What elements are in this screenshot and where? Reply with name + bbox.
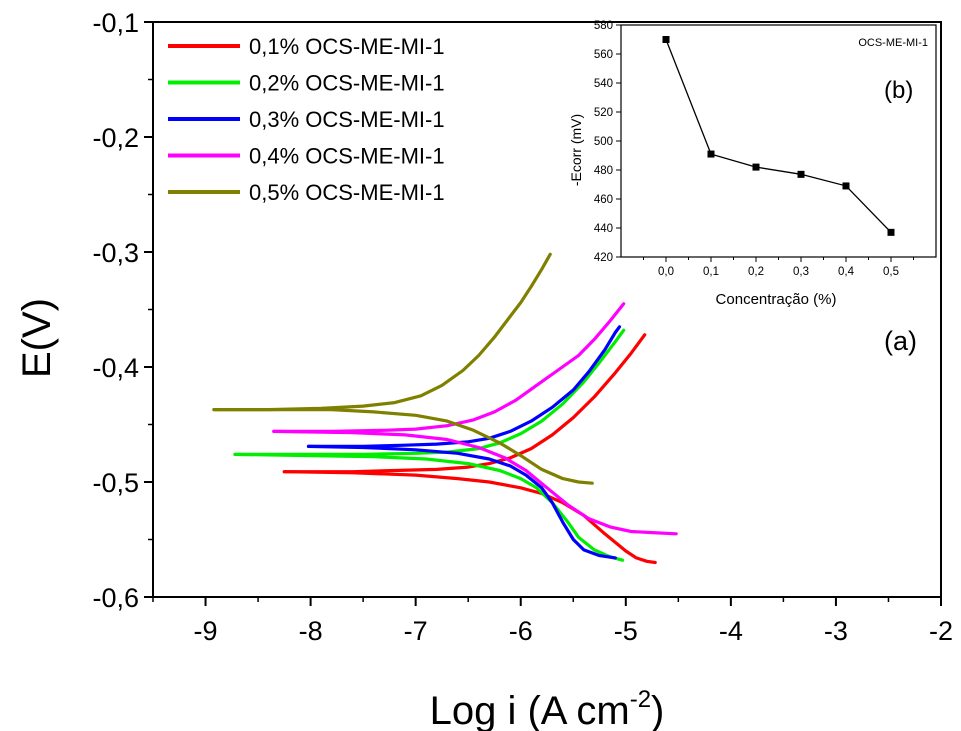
series-line-anodic xyxy=(282,333,647,474)
inset-data-point xyxy=(662,36,670,43)
main-axis-ticks: -9 -8 -7 -6 -5 -4 -3 -2 -0,6 -0,5 -0,4 -0,3 -0,2 -0,1 xyxy=(92,8,953,646)
inset-series-group xyxy=(662,36,895,236)
legend-label: 0,3% OCS-ME-MI-1 xyxy=(249,107,445,132)
x-tick-label: -6 xyxy=(509,616,533,646)
inset-data-point xyxy=(707,150,715,158)
inset-data-point xyxy=(752,163,760,171)
series-line-anodic xyxy=(306,325,622,448)
y-tick-label: -0,6 xyxy=(92,583,139,613)
legend: 0,1% OCS-ME-MI-1 0,2% OCS-ME-MI-1 0,3% OCS… xyxy=(168,34,445,205)
y-tick-label: -0,5 xyxy=(92,468,139,498)
inset-y-tick-label: 480 xyxy=(594,165,613,177)
main-y-axis-title: E(V) xyxy=(15,298,59,378)
y-tick-label: -0,1 xyxy=(92,8,139,38)
inset-x-tick-label: 0,4 xyxy=(838,266,855,278)
y-tick-label: -0,2 xyxy=(92,123,139,153)
main-series-group xyxy=(212,252,678,565)
inset-x-axis-title: Concentração (%) xyxy=(716,291,837,308)
inset-x-tick-label: 0,3 xyxy=(793,266,809,278)
legend-label: 0,4% OCS-ME-MI-1 xyxy=(249,144,445,169)
inset-x-tick-label: 0,5 xyxy=(883,266,899,278)
series-line-cathodic xyxy=(306,444,617,560)
inset-axis-ticks: 0,0 0,1 0,2 0,3 0,4 0,5 420 440 460 480 500 520 540 5… xyxy=(594,20,914,278)
series-3 xyxy=(306,325,622,560)
inset-x-tick-label: 0,1 xyxy=(703,266,719,278)
panel-label-b: (b) xyxy=(884,77,913,104)
inset-y-tick-label: 460 xyxy=(594,194,613,206)
inset-title: OCS-ME-MI-1 xyxy=(858,37,928,49)
inset-y-axis-title: -Ecorr (mV) xyxy=(568,114,584,186)
x-title-superscript: -2 xyxy=(630,686,651,713)
series-line-cathodic xyxy=(282,470,657,565)
series-line-anodic xyxy=(212,252,552,412)
series-2 xyxy=(233,328,626,562)
inset-y-tick-label: 440 xyxy=(594,223,613,235)
y-tick-label: -0,3 xyxy=(92,238,139,268)
legend-label: 0,1% OCS-ME-MI-1 xyxy=(249,34,445,59)
series-4 xyxy=(272,302,678,536)
legend-label: 0,2% OCS-ME-MI-1 xyxy=(249,71,445,96)
inset-y-tick-label: 500 xyxy=(594,136,613,148)
main-x-axis-title: Log i (A cm-2) xyxy=(430,686,665,731)
x-tick-label: -7 xyxy=(404,616,428,646)
y-tick-label: -0,4 xyxy=(92,353,139,383)
panel-label-a: (a) xyxy=(884,326,917,356)
inset-data-point xyxy=(842,182,850,190)
series-line-anodic xyxy=(233,328,626,456)
x-tick-label: -4 xyxy=(719,616,743,646)
inset-y-tick-label: 540 xyxy=(594,78,613,90)
x-title-base: Log i (A cm xyxy=(430,689,630,731)
series-line-cathodic xyxy=(272,429,678,536)
x-tick-label: -9 xyxy=(194,616,218,646)
series-line-cathodic xyxy=(233,452,625,562)
series-line-cathodic xyxy=(212,408,594,485)
series-5 xyxy=(212,252,594,485)
inset-x-tick-label: 0,0 xyxy=(658,266,674,278)
inset-series-line xyxy=(665,39,892,233)
series-1 xyxy=(282,333,657,565)
inset-data-point xyxy=(797,170,805,178)
inset-plot-frame xyxy=(620,24,937,258)
inset-data-point xyxy=(887,228,895,236)
inset-y-tick-label: 520 xyxy=(594,107,613,119)
x-tick-label: -8 xyxy=(299,616,323,646)
legend-label: 0,5% OCS-ME-MI-1 xyxy=(249,180,445,205)
x-tick-label: -5 xyxy=(614,616,638,646)
x-title-close: ) xyxy=(651,689,664,731)
inset-y-tick-label: 420 xyxy=(594,252,613,264)
series-line-anodic xyxy=(272,302,626,433)
inset-x-tick-label: 0,2 xyxy=(748,266,764,278)
x-tick-label: -3 xyxy=(824,616,848,646)
inset-y-tick-label: 580 xyxy=(594,20,613,32)
x-tick-label: -2 xyxy=(929,616,953,646)
inset-y-tick-label: 560 xyxy=(594,49,613,61)
